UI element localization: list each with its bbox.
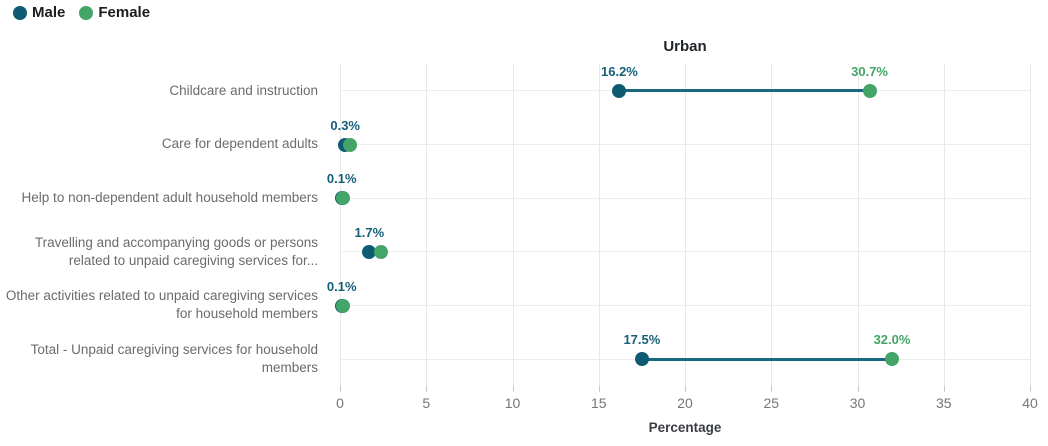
male-value-label: 0.1% [326,278,357,294]
axis-tick [685,386,686,392]
connector-line [641,357,892,361]
female-dot-icon [79,5,94,20]
gridline-vertical [685,64,686,386]
legend-label-male: Male [32,4,66,21]
axis-tick [598,386,600,392]
gridline-vertical [340,64,341,386]
gridline-horizontal [340,251,1030,253]
gridline-horizontal [340,305,1030,306]
female-dot[interactable] [374,244,389,259]
category-label: Total - Unpaid caregiving services for h… [30,342,318,376]
category-label: Childcare and instruction [169,82,318,98]
female-dot[interactable] [336,191,351,206]
axis-tick [1030,386,1031,392]
category-label: Travelling and accompanying goods or per… [34,234,318,268]
x-tick-label: 40 [1022,395,1038,411]
category-label: Help to non-dependent adult household me… [21,190,318,206]
axis-tick [857,386,859,392]
female-value-label: 30.7% [851,63,888,79]
male-dot[interactable] [612,83,627,98]
x-tick-label: 5 [422,395,431,411]
category-label: Other activities related to unpaid careg… [5,288,318,322]
x-tick-label: 25 [763,395,780,411]
male-dot[interactable] [634,352,649,367]
x-tick-label: 0 [336,395,344,411]
axis-tick [771,386,773,392]
x-tick-label: 30 [849,395,866,411]
axis-tick [943,386,945,392]
gridline-vertical [1030,64,1031,386]
chart-title: Urban [663,38,707,55]
gridline-vertical [857,64,859,386]
male-dot-icon [13,5,27,20]
female-value-label: 32.0% [873,332,911,348]
male-value-label: 0.1% [326,171,357,187]
female-dot[interactable] [885,352,899,367]
female-dot[interactable] [862,83,877,98]
gridline-vertical [426,64,428,386]
female-dot[interactable] [343,137,358,152]
legend-item-female[interactable]: Female [79,4,150,21]
axis-tick [512,386,514,392]
gridline-horizontal [340,197,1030,199]
connector-line [619,89,870,93]
legend-label-female: Female [98,4,151,21]
male-value-label: 17.5% [623,332,661,348]
axis-tick [340,386,341,392]
legend-item-male[interactable]: Male [13,4,65,21]
legend: Male Female [13,4,150,21]
gridline-vertical [771,64,773,386]
axis-tick [426,386,428,392]
gridline-horizontal [340,144,1030,145]
category-label: Care for dependent adults [161,136,318,152]
gridline-vertical [598,64,600,386]
male-value-label: 1.7% [354,224,385,240]
gridline-vertical [512,64,514,386]
female-dot[interactable] [336,298,351,313]
gridline-vertical [943,64,945,386]
x-tick-label: 10 [504,395,521,411]
male-dot[interactable] [362,244,377,259]
male-value-label: 0.3% [330,117,360,133]
x-tick-label: 20 [677,395,693,411]
male-value-label: 16.2% [601,63,638,79]
x-tick-label: 15 [590,395,607,411]
x-axis-label: Percentage [648,420,722,435]
x-tick-label: 35 [935,395,952,411]
